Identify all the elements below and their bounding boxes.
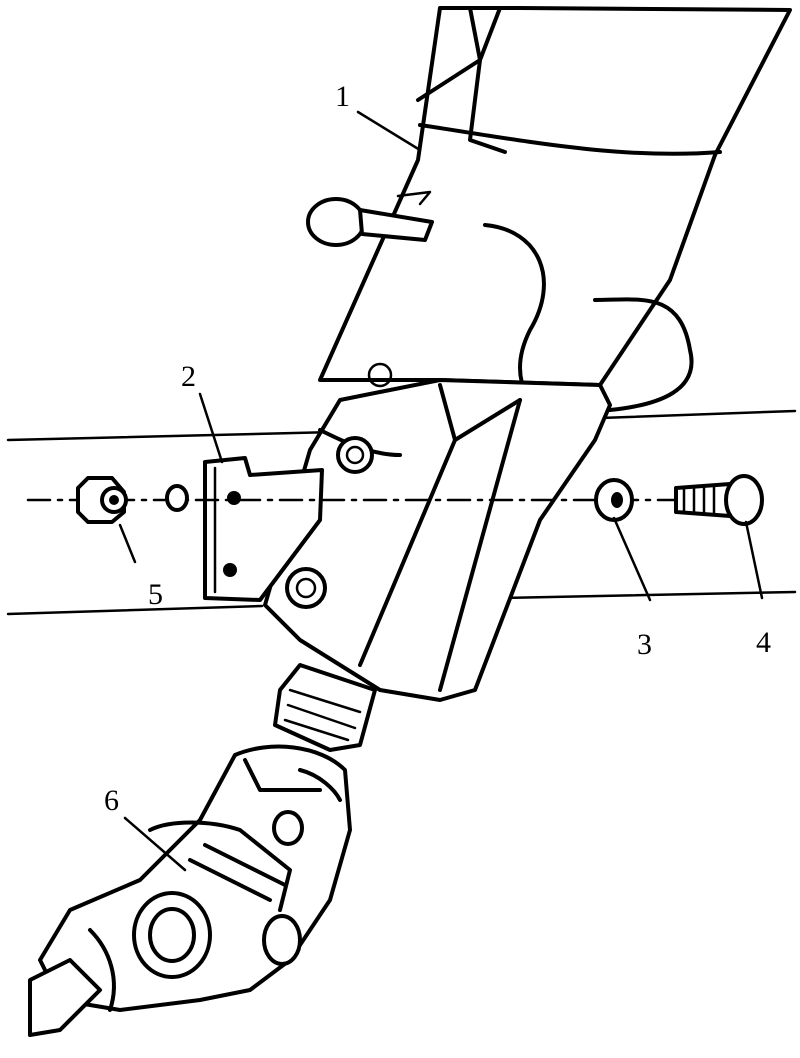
callout-5: 5: [148, 578, 163, 611]
bolt-icon: [674, 474, 764, 526]
gear-housing-icon: [263, 378, 612, 702]
callout-1: 1: [335, 80, 350, 113]
universal-joint-icon: [28, 744, 352, 1037]
leader-lines: [118, 110, 764, 872]
lock-washer-icon: [165, 484, 189, 512]
mounting-bracket-icon: [203, 456, 324, 602]
callout-3: 3: [637, 628, 652, 661]
nut-icon: [76, 476, 128, 524]
steering-column-icon: [306, 6, 792, 412]
spline-shaft-icon: [273, 663, 377, 752]
callout-2: 2: [181, 360, 196, 393]
callout-6: 6: [104, 784, 119, 817]
callout-4: 4: [756, 626, 771, 659]
washer-icon: [594, 478, 634, 522]
